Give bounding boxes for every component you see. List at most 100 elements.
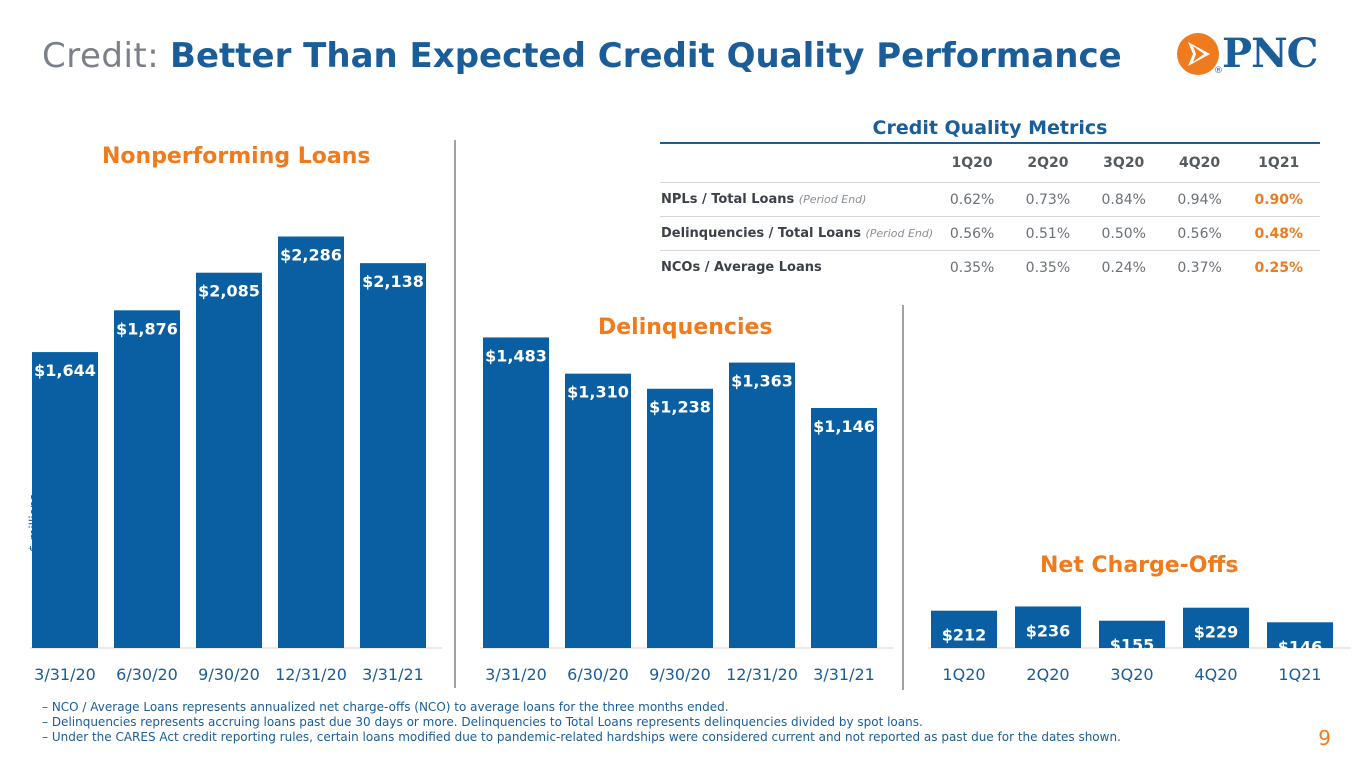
- nco-bar: [1267, 622, 1333, 648]
- npl-bar: [114, 310, 180, 648]
- metrics-title: Credit Quality Metrics: [872, 117, 1108, 139]
- delq-chart: $1,483 3/31/20 $1,310 6/30/20 $1,238 9/30/20 $…: [480, 337, 893, 684]
- delq-data-label: $1,363: [731, 372, 793, 391]
- metric-cell: 0.35%: [934, 250, 1010, 284]
- nco-chart-title: Net Charge-Offs: [1040, 553, 1239, 578]
- metrics-header-blank: [660, 143, 934, 183]
- nco-bar: [931, 610, 997, 648]
- npl-chart-title: Nonperforming Loans: [102, 144, 371, 169]
- metrics-col-header: 3Q20: [1103, 155, 1145, 171]
- delq-data-label: $1,238: [649, 398, 711, 417]
- nco-bar: [1099, 620, 1165, 648]
- nco-chart: $212 1Q20 $236 2Q20 $155 3Q20 $229 4Q20 $146 1Q21: [928, 606, 1351, 684]
- title-prefix: Credit:: [42, 36, 160, 76]
- title-main: Better Than Expected Credit Quality Perf…: [170, 36, 1122, 76]
- table-row: NPLs / Total Loans (Period End) 0.62% 0.…: [660, 182, 1320, 217]
- delq-chart-title: Delinquencies: [598, 315, 773, 340]
- table-row: NCOs / Average Loans 0.35% 0.35% 0.24% 0…: [660, 250, 1320, 284]
- divider-left: [454, 140, 456, 688]
- delq-x-tick-label: 12/31/20: [726, 665, 798, 684]
- metric-cell-highlight: 0.90%: [1237, 182, 1320, 217]
- delq-bar: [729, 362, 795, 648]
- table-row: Delinquencies / Total Loans (Period End)…: [660, 216, 1320, 251]
- footnotes: – NCO / Average Loans represents annuali…: [42, 700, 1121, 745]
- npl-x-tick-label: 3/31/21: [362, 665, 424, 684]
- nco-x-tick-label: 2Q20: [1026, 665, 1069, 684]
- row-label-text: NPLs / Total Loans: [661, 192, 795, 207]
- npl-bar: [32, 352, 98, 648]
- row-label-note: (Period End): [865, 227, 934, 240]
- metrics-table: 1Q20 2Q20 3Q20 4Q20 1Q21 NPLs / Total Lo…: [660, 142, 1320, 284]
- metric-cell: 0.37%: [1161, 250, 1238, 284]
- registered-mark: ®: [1214, 66, 1223, 76]
- credit-quality-metrics: Credit Quality Metrics 1Q20 2Q20 3Q20 4Q…: [660, 114, 1320, 284]
- metric-cell: 0.50%: [1085, 216, 1162, 251]
- row-label-text: NCOs / Average Loans: [661, 260, 822, 275]
- nco-data-label: $146: [1278, 637, 1323, 656]
- metrics-col-header: 2Q20: [1027, 155, 1069, 171]
- delq-x-tick-label: 3/31/21: [813, 665, 875, 684]
- nco-data-label: $212: [942, 626, 987, 645]
- nco-data-label: $229: [1194, 623, 1239, 642]
- delq-data-label: $1,483: [485, 346, 547, 365]
- npl-data-label: $1,876: [116, 319, 178, 338]
- footnote: – NCO / Average Loans represents annuali…: [42, 700, 729, 714]
- npl-x-tick-label: 6/30/20: [116, 665, 178, 684]
- metrics-header-row: 1Q20 2Q20 3Q20 4Q20 1Q21: [660, 143, 1320, 183]
- npl-data-label: $2,286: [280, 246, 342, 265]
- row-label-text: Delinquencies / Total Loans: [661, 226, 861, 241]
- nco-bar: [1015, 606, 1081, 648]
- npl-bar: [360, 263, 426, 648]
- pnc-logo-text: PNC: [1222, 30, 1318, 77]
- pnc-logo-icon: [1177, 33, 1219, 75]
- divider-right: [902, 305, 904, 690]
- delq-bar: [483, 337, 549, 648]
- footnote: – Under the CARES Act credit reporting r…: [42, 730, 1121, 744]
- metric-cell: 0.56%: [934, 216, 1010, 251]
- row-label: NPLs / Total Loans (Period End): [660, 182, 935, 217]
- metric-cell: 0.56%: [1161, 216, 1238, 251]
- nco-data-label: $155: [1110, 636, 1155, 655]
- delq-bar: [565, 373, 631, 648]
- metric-cell-highlight: 0.25%: [1237, 250, 1320, 284]
- nco-x-tick-label: 4Q20: [1194, 665, 1237, 684]
- pnc-logo: PNC ®: [1176, 32, 1328, 76]
- metric-cell: 0.94%: [1161, 182, 1238, 217]
- delq-bar: [647, 388, 713, 648]
- nco-x-tick-label: 1Q20: [942, 665, 985, 684]
- nco-bar: [1183, 607, 1249, 648]
- metrics-col-header: 4Q20: [1179, 155, 1221, 171]
- delq-x-tick-label: 9/30/20: [649, 665, 711, 684]
- row-label-note: (Period End): [798, 193, 867, 206]
- row-label: NCOs / Average Loans: [660, 250, 935, 284]
- nco-x-tick-label: 3Q20: [1110, 665, 1153, 684]
- npl-x-tick-label: 12/31/20: [275, 665, 347, 684]
- delq-data-label: $1,310: [567, 383, 629, 402]
- npl-bar: [278, 236, 344, 648]
- metric-cell: 0.84%: [1085, 182, 1162, 217]
- metric-cell: 0.62%: [934, 182, 1010, 217]
- page-title: Credit: Better Than Expected Credit Qual…: [42, 36, 1122, 76]
- npl-data-label: $2,085: [198, 282, 260, 301]
- npl-data-label: $2,138: [362, 272, 424, 291]
- row-label: Delinquencies / Total Loans (Period End): [660, 216, 935, 251]
- metric-cell: 0.35%: [1010, 250, 1086, 284]
- delq-bar: [811, 408, 877, 648]
- metric-cell: 0.51%: [1010, 216, 1086, 251]
- metric-cell-highlight: 0.48%: [1237, 216, 1320, 251]
- footnote: – Delinquencies represents accruing loan…: [42, 715, 923, 729]
- page-number: 9: [1318, 726, 1331, 750]
- metric-cell: 0.24%: [1085, 250, 1162, 284]
- npl-chart: $1,644 3/31/20 $1,876 6/30/20 $2,085 9/30/20 $…: [30, 236, 442, 684]
- npl-bar: [196, 272, 262, 648]
- npl-x-tick-label: 9/30/20: [198, 665, 260, 684]
- npl-x-tick-label: 3/31/20: [34, 665, 96, 684]
- delq-x-tick-label: 6/30/20: [567, 665, 629, 684]
- metric-cell: 0.73%: [1010, 182, 1086, 217]
- metrics-col-header: 1Q21: [1258, 155, 1300, 171]
- nco-x-tick-label: 1Q21: [1278, 665, 1321, 684]
- metrics-col-header: 1Q20: [951, 155, 993, 171]
- npl-data-label: $1,644: [34, 361, 96, 380]
- delq-data-label: $1,146: [813, 417, 875, 436]
- nco-data-label: $236: [1026, 621, 1071, 640]
